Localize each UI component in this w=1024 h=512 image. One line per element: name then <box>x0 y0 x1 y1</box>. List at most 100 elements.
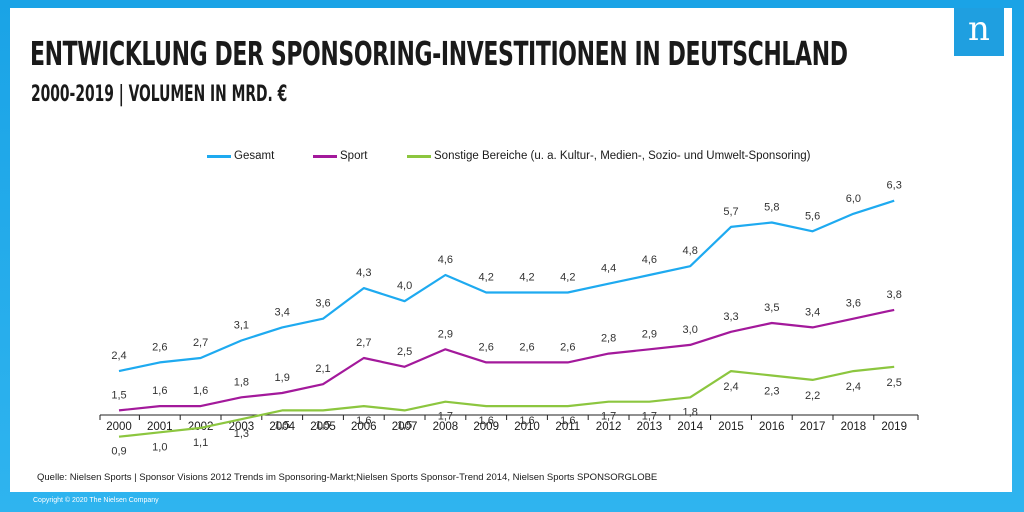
data-label: 4,2 <box>560 271 575 283</box>
legend-swatch-sport <box>313 154 337 158</box>
data-label: 5,6 <box>805 210 820 222</box>
data-label: 4,4 <box>601 263 616 275</box>
data-label: 1,0 <box>152 441 167 453</box>
data-label: 5,7 <box>723 206 738 218</box>
data-label: 2,9 <box>438 328 453 340</box>
data-label: 2,1 <box>315 363 330 375</box>
data-label: 1,8 <box>683 406 698 418</box>
chart-card <box>10 8 1012 492</box>
x-tick-label: 2019 <box>881 421 907 433</box>
data-label: 6,0 <box>846 193 861 205</box>
data-label: 4,6 <box>438 254 453 266</box>
x-tick-label: 2000 <box>106 421 132 433</box>
data-label: 3,0 <box>683 324 698 336</box>
data-label: 1,6 <box>356 415 371 427</box>
data-label: 1,5 <box>275 419 290 431</box>
data-label: 1,5 <box>315 419 330 431</box>
data-label: 1,6 <box>479 415 494 427</box>
data-label: 1,6 <box>560 415 575 427</box>
legend-swatch-gesamt <box>207 154 231 158</box>
data-label: 6,3 <box>887 180 902 192</box>
series-line-sonstige <box>118 365 895 438</box>
data-label: 3,6 <box>846 298 861 310</box>
data-label: 1,1 <box>193 437 208 449</box>
legend-item-sport: Sport <box>313 146 368 166</box>
data-label: 3,8 <box>887 289 902 301</box>
data-label: 2,6 <box>479 341 494 353</box>
legend-label-sport: Sport <box>340 150 368 162</box>
legend-item-sonstige: Sonstige Bereiche (u. a. Kultur-, Medien… <box>407 146 810 166</box>
x-tick-label: 2012 <box>596 421 622 433</box>
logo-letter: n <box>968 9 990 49</box>
data-label: 2,5 <box>397 346 412 358</box>
data-label: 1,7 <box>601 411 616 423</box>
x-tick-label: 2007 <box>392 421 418 433</box>
x-tick-label: 2013 <box>637 421 663 433</box>
data-label: 2,6 <box>152 341 167 353</box>
data-label: 3,4 <box>805 306 820 318</box>
x-tick-label: 2018 <box>841 421 867 433</box>
data-label: 4,2 <box>519 271 534 283</box>
x-tick-label: 2014 <box>677 421 703 433</box>
data-label: 1,3 <box>234 428 249 440</box>
nielsen-logo: n <box>954 8 1004 56</box>
data-label: 3,3 <box>723 311 738 323</box>
data-label: 4,6 <box>642 254 657 266</box>
data-label: 4,2 <box>479 271 494 283</box>
chart-title: ENTWICKLUNG DER SPONSORING-INVESTITIONEN… <box>30 34 848 73</box>
data-label: 1,6 <box>519 415 534 427</box>
x-tick-label: 2008 <box>433 421 459 433</box>
data-label: 1,8 <box>234 376 249 388</box>
data-label: 1,6 <box>152 385 167 397</box>
legend-swatch-sonstige <box>407 154 431 158</box>
x-tick-label: 2003 <box>229 421 255 433</box>
legend-item-gesamt: Gesamt <box>207 146 274 166</box>
data-label: 2,8 <box>601 333 616 345</box>
x-tick-label: 2006 <box>351 421 377 433</box>
data-label: 2,2 <box>805 390 820 402</box>
x-tick-label: 2009 <box>473 421 499 433</box>
data-label: 1,9 <box>275 372 290 384</box>
data-label: 2,4 <box>723 381 738 393</box>
data-label: 3,5 <box>764 302 779 314</box>
data-label: 0,9 <box>111 446 126 458</box>
x-tick-label: 2005 <box>310 421 336 433</box>
x-tick-label: 2004 <box>269 421 295 433</box>
data-label: 3,4 <box>275 306 290 318</box>
copyright-note: Copyright © 2020 The Nielsen Company <box>33 497 159 504</box>
data-label: 5,8 <box>764 202 779 214</box>
source-note: Quelle: Nielsen Sports | Sponsor Visions… <box>37 472 658 483</box>
data-label: 4,8 <box>683 245 698 257</box>
legend: Gesamt Sport Sonstige Bereiche (u. a. Ku… <box>0 146 1024 166</box>
x-tick-label: 2001 <box>147 421 173 433</box>
data-label: 2,6 <box>519 341 534 353</box>
data-label: 2,6 <box>560 341 575 353</box>
data-label: 2,9 <box>642 328 657 340</box>
data-label: 1,5 <box>397 419 412 431</box>
data-label: 2,7 <box>356 337 371 349</box>
data-label: 2,3 <box>764 385 779 397</box>
data-label: 2,4 <box>111 350 126 362</box>
x-tick-label: 2016 <box>759 421 785 433</box>
data-label: 2,5 <box>887 377 902 389</box>
chart-subtitle: 2000-2019 | VOLUMEN IN MRD. € <box>31 82 288 107</box>
data-label: 1,7 <box>438 411 453 423</box>
x-tick-label: 2017 <box>800 421 826 433</box>
x-tick-label: 2015 <box>718 421 744 433</box>
data-label: 2,7 <box>193 337 208 349</box>
series-line-gesamt <box>118 199 895 373</box>
legend-label-sonstige: Sonstige Bereiche (u. a. Kultur-, Medien… <box>434 150 811 162</box>
data-label: 3,1 <box>234 320 249 332</box>
x-tick-label: 2011 <box>555 421 580 433</box>
data-label: 1,6 <box>193 385 208 397</box>
data-label: 4,3 <box>356 267 371 279</box>
data-label: 3,6 <box>315 298 330 310</box>
x-tick-label: 2010 <box>514 421 540 433</box>
data-label: 2,4 <box>846 381 861 393</box>
data-label: 1,5 <box>111 389 126 401</box>
data-label: 1,7 <box>642 411 657 423</box>
legend-label-gesamt: Gesamt <box>234 150 275 162</box>
data-label: 4,0 <box>397 280 412 292</box>
series-line-sport <box>118 308 895 412</box>
